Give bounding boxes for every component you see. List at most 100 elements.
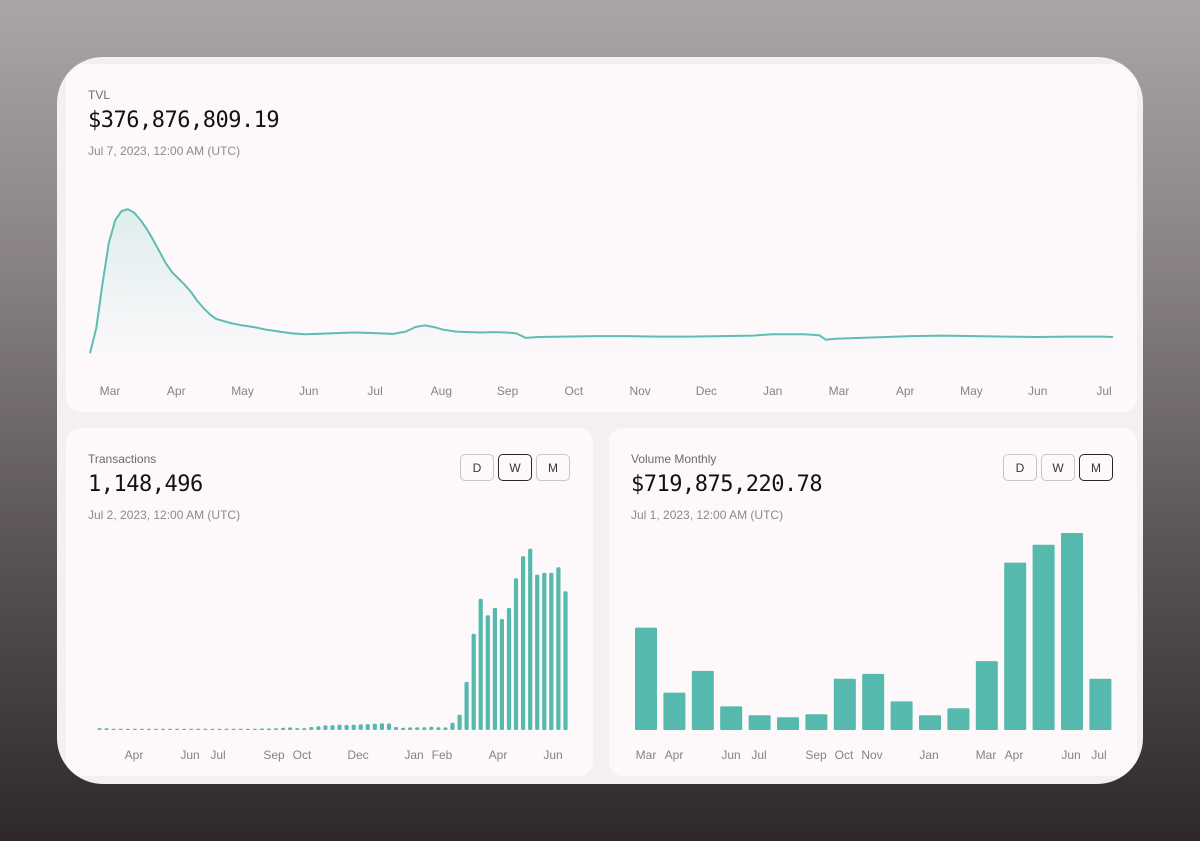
- bar[interactable]: [947, 708, 970, 730]
- x-tick-label: Aug: [431, 384, 452, 398]
- bar[interactable]: [203, 728, 208, 730]
- tvl-series-line: [89, 208, 1114, 354]
- bar[interactable]: [436, 727, 441, 730]
- bar[interactable]: [344, 725, 349, 730]
- bar[interactable]: [1061, 533, 1083, 730]
- bar[interactable]: [231, 728, 236, 730]
- bar[interactable]: [217, 728, 222, 730]
- bar[interactable]: [259, 728, 264, 731]
- bar[interactable]: [919, 715, 941, 730]
- bar[interactable]: [748, 715, 771, 730]
- bar[interactable]: [210, 728, 215, 730]
- bar[interactable]: [168, 728, 173, 730]
- volume-daily-button[interactable]: D: [1003, 454, 1037, 481]
- bar[interactable]: [196, 728, 201, 730]
- bar[interactable]: [401, 727, 406, 730]
- transactions-monthly-button[interactable]: M: [536, 454, 570, 481]
- bar[interactable]: [563, 591, 568, 731]
- bar[interactable]: [1032, 544, 1055, 730]
- bar[interactable]: [139, 728, 144, 730]
- x-tick-label: Apr: [896, 384, 915, 398]
- bar[interactable]: [273, 728, 279, 730]
- bar[interactable]: [323, 725, 328, 730]
- bar[interactable]: [521, 556, 526, 730]
- bar[interactable]: [153, 728, 159, 730]
- bar[interactable]: [393, 727, 399, 730]
- bar[interactable]: [422, 727, 427, 730]
- bar[interactable]: [535, 574, 540, 730]
- bar[interactable]: [542, 572, 547, 731]
- bar[interactable]: [160, 728, 166, 730]
- bar[interactable]: [862, 673, 885, 730]
- bar[interactable]: [1004, 562, 1027, 730]
- bar[interactable]: [266, 728, 271, 731]
- bar[interactable]: [506, 607, 512, 730]
- bar[interactable]: [189, 728, 194, 730]
- bar[interactable]: [365, 724, 370, 730]
- bar[interactable]: [330, 725, 335, 730]
- bar[interactable]: [309, 727, 314, 730]
- tvl-card: TVL $376,876,809.19 Jul 7, 2023, 12:00 A…: [66, 64, 1137, 412]
- bar[interactable]: [408, 727, 413, 730]
- bar[interactable]: [379, 723, 384, 730]
- bar[interactable]: [302, 728, 307, 730]
- volume-monthly-button[interactable]: M: [1079, 454, 1113, 481]
- bar[interactable]: [450, 722, 455, 730]
- bar[interactable]: [415, 727, 420, 730]
- bar[interactable]: [337, 724, 342, 730]
- bar[interactable]: [146, 728, 151, 730]
- bar[interactable]: [464, 681, 469, 730]
- bar[interactable]: [104, 728, 109, 730]
- bar[interactable]: [1089, 678, 1112, 730]
- bar[interactable]: [351, 724, 356, 730]
- bar[interactable]: [125, 728, 130, 730]
- bar[interactable]: [635, 627, 657, 730]
- bar[interactable]: [358, 724, 363, 730]
- bar[interactable]: [386, 723, 392, 731]
- bar[interactable]: [833, 678, 856, 730]
- bar[interactable]: [175, 728, 180, 730]
- bar[interactable]: [457, 714, 462, 730]
- bar[interactable]: [528, 548, 533, 730]
- bar[interactable]: [238, 728, 243, 730]
- bar[interactable]: [97, 728, 102, 730]
- bar[interactable]: [182, 728, 187, 730]
- bar[interactable]: [295, 728, 300, 730]
- x-tick-label: Jun: [1028, 384, 1047, 398]
- bar[interactable]: [777, 717, 799, 730]
- bar[interactable]: [691, 670, 714, 730]
- bar[interactable]: [492, 607, 497, 730]
- transactions-bar-chart[interactable]: Apr Jun Jul Sep Oct Dec Jan Feb Apr Jun: [66, 428, 593, 776]
- bar[interactable]: [443, 727, 448, 730]
- bar[interactable]: [288, 727, 293, 730]
- bar[interactable]: [252, 728, 257, 730]
- bar[interactable]: [245, 728, 250, 730]
- x-tick-label: Dec: [696, 384, 717, 398]
- bar[interactable]: [663, 692, 686, 730]
- bar[interactable]: [805, 714, 828, 730]
- bar[interactable]: [485, 615, 490, 730]
- x-tick-label: Jun: [543, 748, 562, 762]
- bar[interactable]: [316, 726, 321, 730]
- bar[interactable]: [372, 723, 377, 730]
- bar[interactable]: [132, 728, 137, 730]
- transactions-daily-button[interactable]: D: [460, 454, 494, 481]
- bar[interactable]: [429, 726, 434, 730]
- bar[interactable]: [556, 567, 561, 730]
- tvl-area-chart[interactable]: Mar Apr May Jun Jul Aug Sep Oct Nov Dec Jan Mar Apr M…: [66, 64, 1137, 412]
- bar[interactable]: [720, 706, 743, 730]
- transactions-weekly-button[interactable]: W: [498, 454, 532, 481]
- bar[interactable]: [975, 661, 998, 730]
- bar[interactable]: [478, 598, 483, 730]
- volume-weekly-button[interactable]: W: [1041, 454, 1075, 481]
- bar[interactable]: [281, 727, 286, 730]
- bar[interactable]: [224, 728, 229, 730]
- bar[interactable]: [471, 633, 476, 730]
- volume-bar-chart[interactable]: Mar Apr Jun Jul Sep Oct Nov Jan Mar Apr Jun Jul: [609, 428, 1137, 776]
- bar[interactable]: [513, 578, 519, 730]
- bar[interactable]: [111, 728, 116, 730]
- bar[interactable]: [549, 572, 554, 731]
- bar[interactable]: [118, 728, 123, 730]
- bar[interactable]: [890, 701, 913, 730]
- bar[interactable]: [499, 619, 504, 730]
